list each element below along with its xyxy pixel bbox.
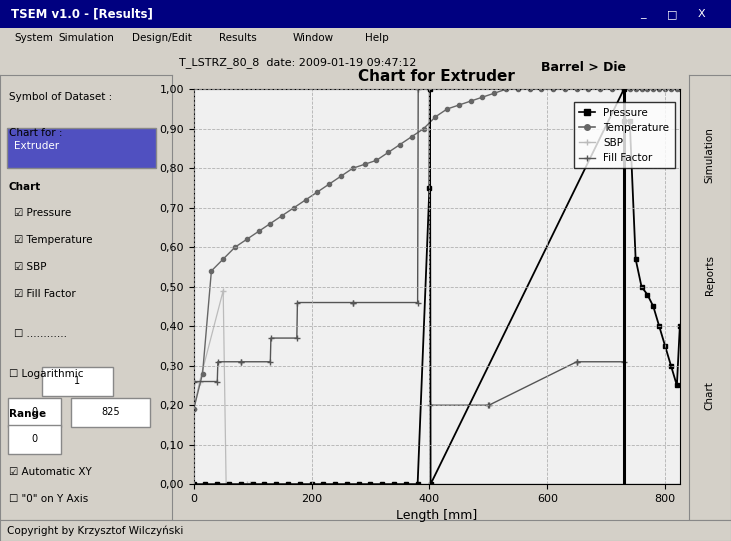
Text: Barrel > Die: Barrel > Die [541, 62, 626, 75]
Text: T_LSTRZ_80_8  date: 2009-01-19 09:47:12: T_LSTRZ_80_8 date: 2009-01-19 09:47:12 [179, 57, 417, 68]
Title: Chart for Extruder: Chart for Extruder [358, 69, 515, 84]
Legend: Pressure, Temperature, SBP, Fill Factor: Pressure, Temperature, SBP, Fill Factor [575, 102, 675, 168]
FancyBboxPatch shape [8, 425, 61, 453]
Text: ☑ Fill Factor: ☑ Fill Factor [14, 289, 75, 299]
Text: 825: 825 [102, 407, 120, 417]
Text: Window: Window [292, 34, 333, 43]
Text: Results: Results [219, 34, 257, 43]
Text: Extruder: Extruder [14, 141, 59, 151]
X-axis label: Length [mm]: Length [mm] [396, 510, 477, 523]
Text: _: _ [640, 9, 646, 19]
FancyBboxPatch shape [72, 398, 151, 427]
Text: ☐ ............: ☐ ............ [14, 329, 67, 339]
Text: 1: 1 [75, 376, 80, 386]
Text: Simulation: Simulation [705, 127, 715, 183]
Text: Reports: Reports [705, 255, 715, 295]
Text: □: □ [667, 9, 678, 19]
FancyBboxPatch shape [7, 128, 156, 168]
FancyBboxPatch shape [42, 367, 113, 395]
Text: 0: 0 [31, 434, 37, 444]
Text: ☑ SBP: ☑ SBP [14, 262, 46, 272]
Text: System: System [15, 34, 53, 43]
Text: Design/Edit: Design/Edit [132, 34, 192, 43]
Text: ☑ Temperature: ☑ Temperature [14, 235, 92, 245]
FancyBboxPatch shape [8, 398, 61, 427]
Text: Chart: Chart [705, 381, 715, 410]
Text: Help: Help [366, 34, 389, 43]
Text: X: X [698, 9, 705, 19]
Text: 0: 0 [31, 407, 37, 417]
Text: TSEM v1.0 - [Results]: TSEM v1.0 - [Results] [11, 8, 153, 21]
Text: Chart: Chart [9, 182, 41, 192]
Text: Simulation: Simulation [58, 34, 114, 43]
Text: Chart for :: Chart for : [9, 128, 62, 138]
Text: ☐ "0" on Y Axis: ☐ "0" on Y Axis [9, 494, 88, 504]
Text: Copyright by Krzysztof Wilczyński: Copyright by Krzysztof Wilczyński [7, 525, 183, 536]
Text: ☑ Pressure: ☑ Pressure [14, 208, 71, 219]
Text: ☐ Logarithmic: ☐ Logarithmic [9, 369, 83, 379]
Text: Range: Range [9, 409, 46, 419]
Text: Symbol of Dataset :: Symbol of Dataset : [9, 93, 112, 102]
Text: ☑ Automatic XY: ☑ Automatic XY [9, 467, 91, 477]
